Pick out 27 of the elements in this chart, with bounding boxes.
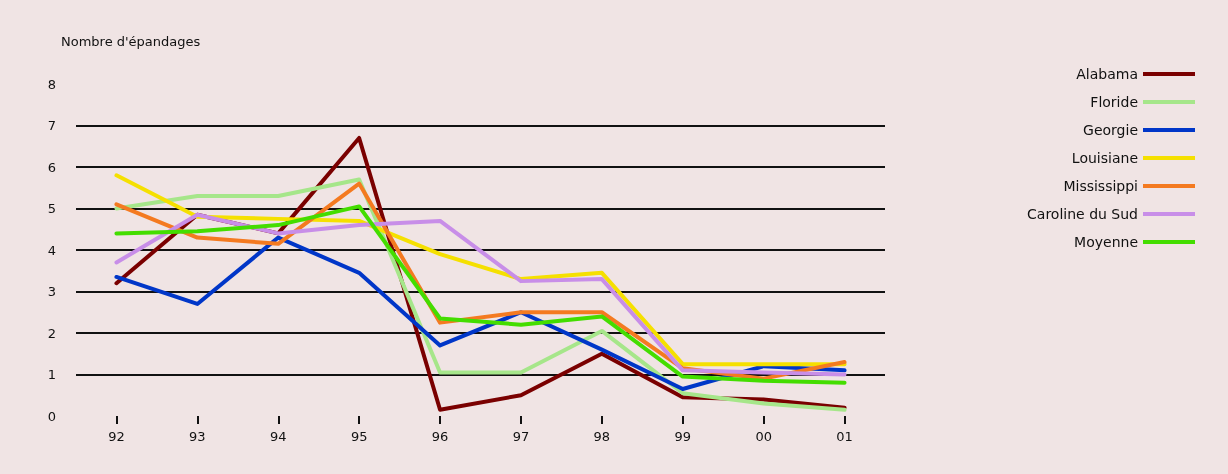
legend-label: Moyenne bbox=[1074, 234, 1138, 250]
x-tick-label: 01 bbox=[836, 429, 853, 444]
x-tick-label: 00 bbox=[755, 429, 772, 444]
legend-label: Mississippi bbox=[1063, 178, 1138, 194]
x-tick-label: 96 bbox=[431, 429, 449, 444]
y-tick-label: 8 bbox=[47, 76, 56, 92]
x-tick-label: 98 bbox=[593, 429, 611, 444]
legend-label: Georgie bbox=[1083, 122, 1138, 138]
y-tick-label: 0 bbox=[47, 408, 56, 424]
y-tick-label: 3 bbox=[47, 284, 56, 299]
legend-label: Louisiane bbox=[1071, 150, 1138, 166]
y-tick-label: 2 bbox=[47, 325, 56, 341]
legend-label: Alabama bbox=[1076, 66, 1138, 82]
y-tick-label: 4 bbox=[47, 242, 56, 258]
y-tick-label: 5 bbox=[47, 201, 56, 216]
y-axis-title: Nombre d'épandages bbox=[61, 34, 201, 49]
x-tick-label: 99 bbox=[674, 429, 692, 444]
x-tick-label: 95 bbox=[350, 429, 368, 444]
x-tick-label: 94 bbox=[269, 429, 287, 444]
x-tick-label: 97 bbox=[512, 429, 530, 444]
y-tick-label: 6 bbox=[47, 159, 56, 175]
x-tick-label: 93 bbox=[189, 429, 206, 444]
legend-label: Floride bbox=[1090, 94, 1138, 110]
y-tick-label: 7 bbox=[47, 118, 56, 133]
y-tick-label: 1 bbox=[47, 367, 56, 382]
legend-label: Caroline du Sud bbox=[1027, 206, 1138, 222]
x-tick-label: 92 bbox=[108, 429, 125, 444]
